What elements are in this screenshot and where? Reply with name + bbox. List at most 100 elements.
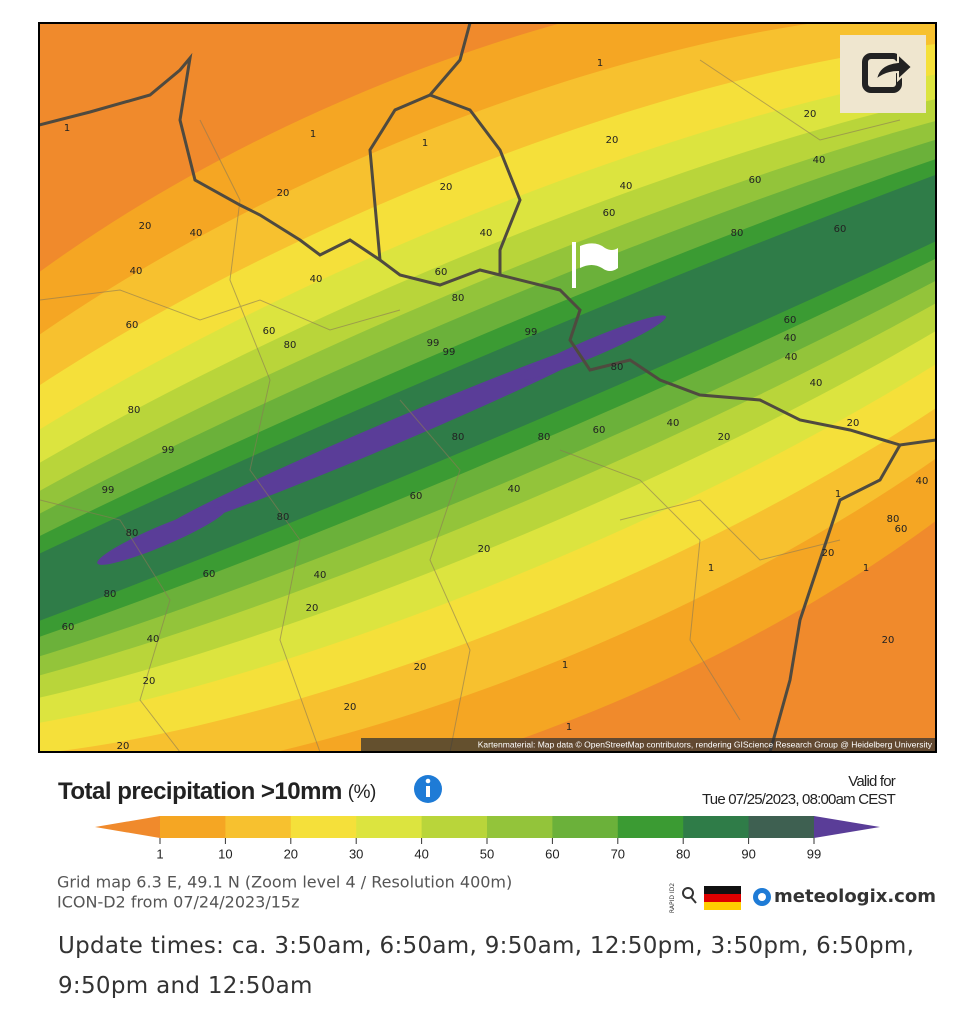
contour-label: 20 xyxy=(718,432,731,443)
brand-name: meteologix.com xyxy=(774,886,936,907)
contour-label: 99 xyxy=(443,347,456,358)
contour-label: 20 xyxy=(804,109,817,120)
legend-swatch xyxy=(225,816,292,838)
contour-label: 60 xyxy=(749,175,762,186)
legend-tick-label: 70 xyxy=(611,846,625,861)
contour-label: 40 xyxy=(314,570,327,581)
legend-swatch xyxy=(421,816,488,838)
valid-label: Valid for xyxy=(848,773,896,790)
brand-logo: meteologix.com xyxy=(753,886,936,907)
contour-label: 1 xyxy=(566,722,572,733)
contour-label: 20 xyxy=(822,548,835,559)
contour-label: 40 xyxy=(784,333,797,344)
legend-tick-label: 60 xyxy=(545,846,559,861)
contour-label: 60 xyxy=(784,315,797,326)
contour-label: 20 xyxy=(139,221,152,232)
contour-label: 1 xyxy=(562,660,568,671)
precip-core xyxy=(518,315,667,381)
minor-borders xyxy=(39,59,901,752)
contour-label: 20 xyxy=(440,182,453,193)
legend-swatch xyxy=(487,816,553,838)
country-borders xyxy=(39,23,936,752)
model-info: ICON-D2 from 07/24/2023/15z xyxy=(57,893,300,912)
contour-label: 40 xyxy=(667,418,680,429)
contour-label: 80 xyxy=(452,432,465,443)
legend-tick-label: 10 xyxy=(218,846,232,861)
contour-label: 60 xyxy=(263,326,276,337)
contour-label: 40 xyxy=(130,266,143,277)
contour-label: 40 xyxy=(147,634,160,645)
legend-swatch xyxy=(683,816,750,838)
grid-info: Grid map 6.3 E, 49.1 N (Zoom level 4 / R… xyxy=(57,873,512,892)
contour-label: 40 xyxy=(810,378,823,389)
location-flag xyxy=(572,242,618,288)
contour-label: 20 xyxy=(882,635,895,646)
contour-label: 40 xyxy=(508,484,521,495)
contour-label: 40 xyxy=(620,181,633,192)
contour-label: 80 xyxy=(277,512,290,523)
legend-tick-label: 30 xyxy=(349,846,363,861)
contour-label: 40 xyxy=(916,476,929,487)
share-button[interactable] xyxy=(840,35,926,113)
contour-label: 80 xyxy=(452,293,465,304)
legend-swatch xyxy=(552,816,619,838)
contour-label: 60 xyxy=(203,569,216,580)
contour-label: 20 xyxy=(478,544,491,555)
contour-label: 1 xyxy=(708,563,714,574)
contour-label: 1 xyxy=(835,489,841,500)
valid-time: Tue 07/25/2023, 08:00am CEST xyxy=(702,791,896,808)
contour-label: 99 xyxy=(427,338,440,349)
contour-label: 60 xyxy=(62,622,75,633)
contour-label: 80 xyxy=(128,405,141,416)
contour-label: 40 xyxy=(813,155,826,166)
legend-swatch xyxy=(617,816,684,838)
info-button[interactable] xyxy=(414,775,442,803)
legend-title-text: Total precipitation >10mm xyxy=(58,778,342,805)
precip-core xyxy=(97,507,227,565)
legend-arrow-high xyxy=(814,816,880,838)
share-arrow xyxy=(874,51,914,83)
legend-tick-label: 50 xyxy=(480,846,494,861)
contour-label: 20 xyxy=(306,603,319,614)
contour-label: 60 xyxy=(410,491,423,502)
rapid-logo-text: RAPID ID2 xyxy=(669,883,676,913)
contour-label: 60 xyxy=(603,208,616,219)
legend-tick-label: 1 xyxy=(156,846,163,861)
contour-label: 1 xyxy=(64,123,70,134)
contour-label: 1 xyxy=(863,563,869,574)
contour-label: 80 xyxy=(104,589,117,600)
contour-label: 60 xyxy=(593,425,606,436)
contour-label: 60 xyxy=(834,224,847,235)
attribution-bg xyxy=(361,738,936,752)
german-flag xyxy=(704,886,741,910)
contour-labels: 1 1 1 1 20 20 20 20 40 40 20 40 40 60 60 80 60 40 40 60 60 60… xyxy=(62,58,929,752)
contour-label: 1 xyxy=(597,58,603,69)
legend-swatch xyxy=(748,816,815,838)
attribution: Kartenmaterial: Map data © OpenStreetMap… xyxy=(478,739,933,749)
legend-unit: (%) xyxy=(348,782,376,803)
update-times: Update times: ca. 3:50am, 6:50am, 9:50am… xyxy=(58,933,915,999)
legend-tick-label: 90 xyxy=(741,846,755,861)
legend-tick-label: 20 xyxy=(284,846,298,861)
contour-label: 20 xyxy=(414,662,427,673)
legend-swatch xyxy=(160,816,226,838)
contour-label: 60 xyxy=(435,267,448,278)
map: 1 1 1 1 20 20 20 20 40 40 20 40 40 60 60 80 60 40 40 60 60 60… xyxy=(39,23,936,752)
contour-label: 60 xyxy=(126,320,139,331)
contour-label: 1 xyxy=(310,129,316,140)
legend-swatch xyxy=(290,816,357,838)
contour-label: 40 xyxy=(310,274,323,285)
map-frame xyxy=(38,22,937,753)
legend-arrow-low xyxy=(95,816,160,838)
contour-label: 20 xyxy=(143,676,156,687)
legend-tick-label: 80 xyxy=(676,846,690,861)
contour-label: 60 xyxy=(895,524,908,535)
precip-core xyxy=(159,335,621,532)
contour-label: 80 xyxy=(284,340,297,351)
contour-label: 80 xyxy=(731,228,744,239)
legend-tick-label: 99 xyxy=(807,846,821,861)
contour-label: 80 xyxy=(538,432,551,443)
contour-label: 20 xyxy=(344,702,357,713)
contour-label: 99 xyxy=(525,327,538,338)
